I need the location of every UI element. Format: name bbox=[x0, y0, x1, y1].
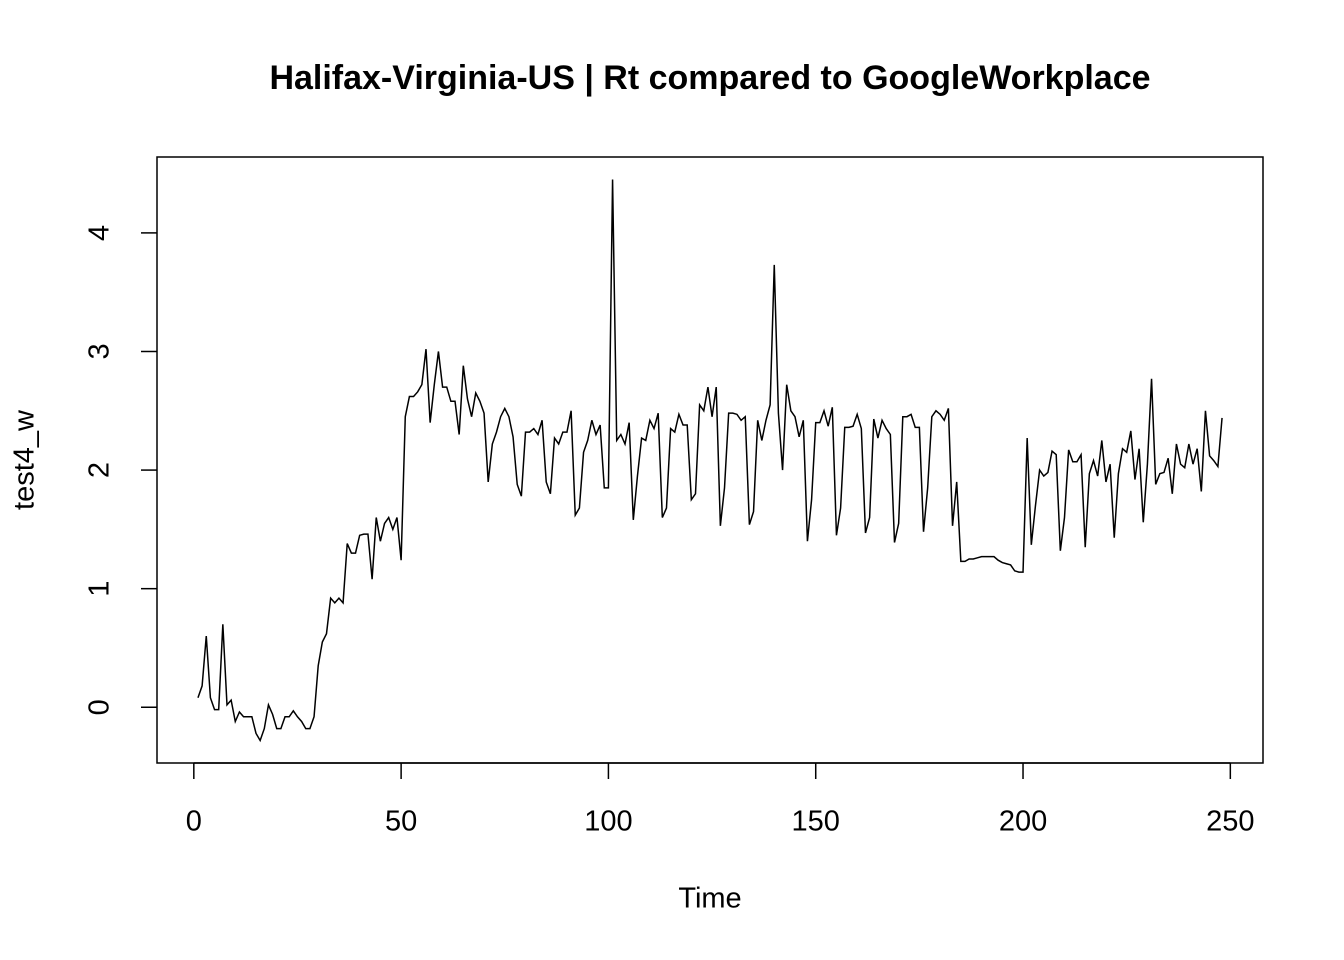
y-tick-label: 0 bbox=[84, 699, 116, 715]
y-tick-label: 4 bbox=[84, 225, 116, 241]
x-tick-label: 0 bbox=[186, 806, 202, 838]
x-tick-label: 100 bbox=[584, 806, 632, 838]
plot-box bbox=[156, 156, 1264, 764]
y-tick-label: 3 bbox=[84, 343, 116, 359]
x-tick-label: 150 bbox=[792, 806, 840, 838]
x-tick-label: 250 bbox=[1206, 806, 1254, 838]
y-axis-label: test4_w bbox=[9, 409, 41, 510]
y-tick-label: 2 bbox=[84, 462, 116, 478]
x-axis-label: Time bbox=[678, 883, 741, 915]
x-tick-label: 200 bbox=[999, 806, 1047, 838]
data-line bbox=[197, 179, 1223, 743]
chart-title: Halifax-Virginia-US | Rt compared to Goo… bbox=[269, 59, 1150, 97]
y-tick-label: 1 bbox=[84, 581, 116, 597]
x-tick-label: 50 bbox=[385, 806, 417, 838]
